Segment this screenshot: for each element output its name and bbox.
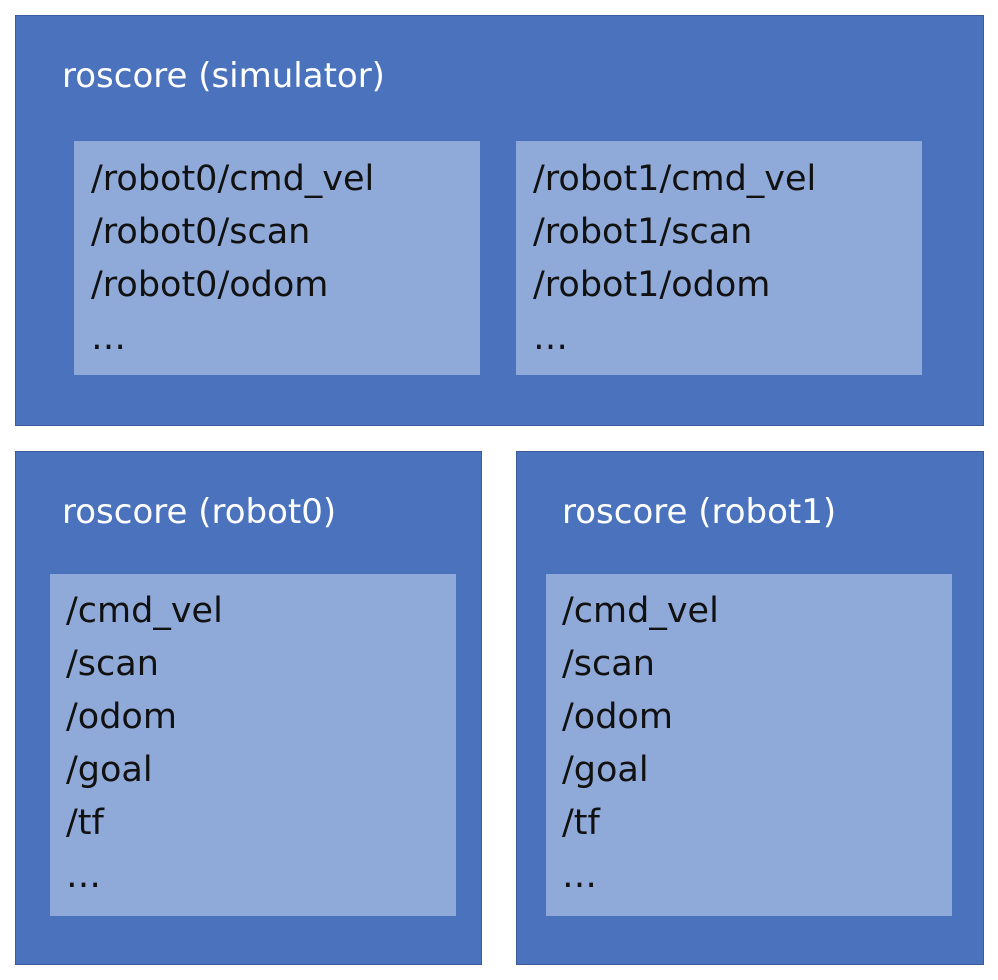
topic-item: /goal xyxy=(562,750,649,790)
robot1-topics-box: /cmd_vel /scan /odom /goal /tf … xyxy=(546,574,952,916)
topic-item: /robot1/scan xyxy=(533,212,753,252)
topic-item: /odom xyxy=(562,697,673,737)
topic-item: /robot0/cmd_vel xyxy=(91,159,375,199)
simulator-robot1-topic-list: /robot1/cmd_vel /robot1/scan /robot1/odo… xyxy=(516,141,922,365)
roscore-robot1-title: roscore (robot1) xyxy=(562,492,837,532)
roscore-simulator-box: roscore (simulator) /robot0/cmd_vel /rob… xyxy=(15,15,984,426)
topic-item: /cmd_vel xyxy=(562,591,719,631)
robot0-topic-list: /cmd_vel /scan /odom /goal /tf … xyxy=(50,574,456,903)
topic-item: /cmd_vel xyxy=(66,591,223,631)
topic-item: /goal xyxy=(66,750,153,790)
topic-ellipsis: … xyxy=(91,318,126,358)
topic-item: /odom xyxy=(66,697,177,737)
topic-ellipsis: … xyxy=(562,856,597,896)
robot0-topics-box: /cmd_vel /scan /odom /goal /tf … xyxy=(50,574,456,916)
topic-ellipsis: … xyxy=(533,318,568,358)
roscore-robot1-box: roscore (robot1) /cmd_vel /scan /odom /g… xyxy=(516,451,984,965)
topic-item: /robot1/odom xyxy=(533,265,771,305)
simulator-robot0-topic-list: /robot0/cmd_vel /robot0/scan /robot0/odo… xyxy=(74,141,480,365)
topic-item: /tf xyxy=(66,803,104,843)
robot1-topic-list: /cmd_vel /scan /odom /goal /tf … xyxy=(546,574,952,903)
roscore-robot0-title: roscore (robot0) xyxy=(62,492,337,532)
topic-ellipsis: … xyxy=(66,856,101,896)
topic-item: /robot0/odom xyxy=(91,265,329,305)
topic-item: /scan xyxy=(66,644,159,684)
topic-item: /robot1/cmd_vel xyxy=(533,159,817,199)
topic-item: /scan xyxy=(562,644,655,684)
topic-item: /robot0/scan xyxy=(91,212,311,252)
roscore-simulator-title: roscore (simulator) xyxy=(62,56,385,96)
simulator-robot1-topics-box: /robot1/cmd_vel /robot1/scan /robot1/odo… xyxy=(516,141,922,375)
simulator-robot0-topics-box: /robot0/cmd_vel /robot0/scan /robot0/odo… xyxy=(74,141,480,375)
roscore-robot0-box: roscore (robot0) /cmd_vel /scan /odom /g… xyxy=(15,451,482,965)
topic-item: /tf xyxy=(562,803,600,843)
